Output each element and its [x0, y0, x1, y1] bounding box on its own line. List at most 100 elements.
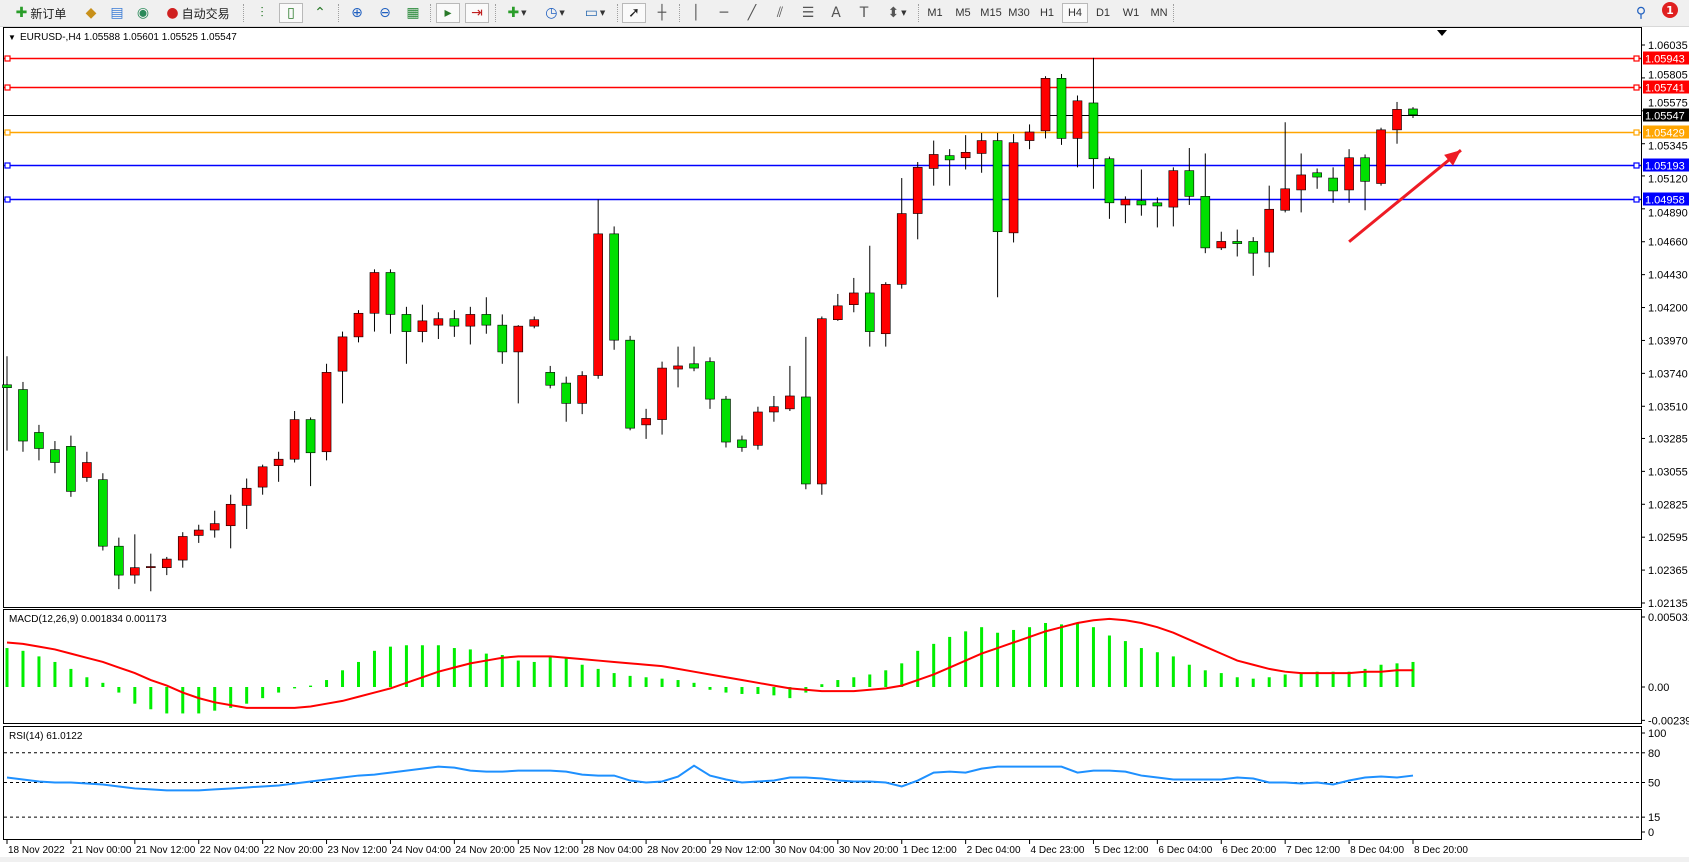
bullish-candle [1040, 78, 1051, 132]
arrows-button[interactable]: ⬍ ▼ [880, 3, 914, 23]
new-order-button[interactable]: ✚ 新订单 [6, 3, 76, 23]
bearish-candle [449, 318, 460, 327]
price-tick-label: 1.03055 [1648, 466, 1688, 478]
bullish-candle [529, 319, 540, 327]
price-tick-label: 1.02135 [1648, 598, 1688, 610]
timeframe-mn[interactable]: MN [1150, 7, 1168, 19]
main-pane-frame [3, 27, 1642, 608]
indicators-button[interactable]: ✚ ▼ [500, 3, 534, 23]
bearish-candle [864, 292, 875, 332]
level-handle-right [1633, 55, 1640, 62]
auto-scroll-icon[interactable]: ▸ [436, 3, 460, 23]
macd-label: MACD(12,26,9) 0.001834 0.001173 [9, 614, 167, 625]
macd-histogram-bar [852, 677, 856, 687]
bullish-candle [433, 318, 444, 326]
macd-histogram-bar [708, 687, 712, 690]
bar-chart-icon[interactable]: ⫶ [260, 5, 264, 21]
separator [918, 4, 919, 22]
bullish-candle [753, 411, 763, 446]
templates-button[interactable]: ▭ ▼ [576, 3, 614, 23]
rsi-line [6, 764, 1414, 792]
macd-histogram-bar [644, 677, 648, 687]
bearish-candle [98, 479, 108, 547]
price-tick-label: 1.05575 [1648, 98, 1688, 110]
macd-histogram-bar [820, 684, 824, 687]
chevron-down-icon: ▼ [599, 9, 606, 17]
bearish-candle [1248, 241, 1259, 254]
timeframe-h1[interactable]: H1 [1039, 7, 1055, 19]
timeframe-m30[interactable]: M30 [1008, 7, 1030, 19]
bearish-candle [1056, 78, 1067, 139]
bearish-candle [1104, 158, 1115, 204]
chart-shift-icon[interactable]: ⇥ [465, 3, 489, 23]
cursor-icon[interactable]: ➚ [622, 3, 646, 23]
time-label: 7 Dec 12:00 [1286, 845, 1340, 856]
zoom-in-icon[interactable]: ⊕ [351, 5, 363, 21]
bearish-candle [1152, 202, 1163, 207]
equidistant-channel-icon[interactable]: ⫽ [776, 5, 784, 21]
time-label: 23 Nov 12:00 [328, 845, 388, 856]
auto-trading-button[interactable]: ● 自动交易 [158, 3, 238, 23]
price-level-label: 1.05193 [1645, 161, 1685, 173]
bearish-candle [721, 398, 731, 443]
bullish-candle [593, 233, 603, 376]
zoom-out-icon[interactable]: ⊖ [379, 5, 391, 21]
macd-histogram-bar [21, 650, 25, 687]
macd-histogram-bar [1411, 661, 1415, 687]
crosshair-icon[interactable]: ┼ [657, 5, 667, 21]
notifications-badge[interactable]: 1 [1662, 2, 1678, 18]
timeframe-w1[interactable]: W1 [1122, 7, 1140, 19]
vertical-line-icon[interactable]: │ [691, 5, 701, 21]
bullish-candle [641, 418, 651, 426]
line-chart-icon[interactable]: ⌃ [314, 5, 326, 21]
market-watch-icon[interactable]: ◆ [85, 5, 97, 21]
trendline-icon[interactable]: ╱ [747, 5, 757, 21]
timeframe-d1[interactable]: D1 [1095, 7, 1111, 19]
bullish-candle [225, 503, 236, 527]
navigator-icon[interactable]: ▤ [110, 5, 124, 21]
price-level-label: 1.04958 [1645, 195, 1685, 207]
auto-trading-label: 自动交易 [181, 6, 230, 21]
signals-icon[interactable]: ◉ [136, 5, 150, 21]
tile-windows-icon[interactable]: ▦ [406, 5, 420, 21]
red-arrow-head [1444, 150, 1461, 166]
bearish-candle [737, 439, 747, 448]
timeframe-m5[interactable]: M5 [955, 7, 971, 19]
macd-histogram-bar [1155, 652, 1159, 687]
macd-histogram-bar [37, 656, 41, 687]
rsi-tick-label: 15 [1648, 812, 1660, 824]
chart-menu-icon[interactable]: ▼ [8, 33, 16, 42]
periods-button[interactable]: ◷ ▼ [538, 3, 572, 23]
macd-histogram-bar [341, 670, 345, 687]
bearish-candle [689, 363, 699, 369]
macd-histogram-bar [1203, 670, 1207, 687]
arrows-icon: ⬍ [887, 5, 900, 21]
bullish-candle [1008, 142, 1019, 234]
bullish-candle [928, 154, 939, 169]
bullish-candle [1168, 170, 1179, 208]
separator [1173, 4, 1174, 22]
candlestick-icon[interactable]: ▯ [279, 3, 303, 23]
chart-shift-marker[interactable] [1437, 30, 1447, 36]
macd-histogram-bar [133, 687, 137, 704]
horizontal-line-icon[interactable]: ─ [719, 5, 729, 21]
bullish-candle [912, 167, 923, 214]
text-icon[interactable]: A [831, 5, 841, 21]
price-level-label: 1.05547 [1645, 111, 1685, 123]
price-tick-label: 1.02365 [1648, 565, 1688, 577]
bullish-candle [1024, 131, 1035, 141]
macd-histogram-bar [1395, 663, 1399, 687]
bullish-candle [1264, 208, 1275, 253]
bullish-candle [369, 272, 380, 314]
timeframe-m1[interactable]: M1 [927, 7, 943, 19]
text-label-icon[interactable]: T [859, 5, 869, 21]
macd-signal-line [6, 617, 1413, 709]
timeframe-m15[interactable]: M15 [980, 7, 1002, 19]
macd-histogram-bar [388, 646, 392, 687]
fibonacci-icon[interactable]: ☰ [801, 5, 815, 21]
search-icon[interactable]: ⚲ [1635, 5, 1647, 21]
bearish-candle [561, 382, 572, 404]
macd-histogram-bar [1363, 668, 1367, 687]
timeframe-h4[interactable]: H4 [1062, 3, 1088, 23]
